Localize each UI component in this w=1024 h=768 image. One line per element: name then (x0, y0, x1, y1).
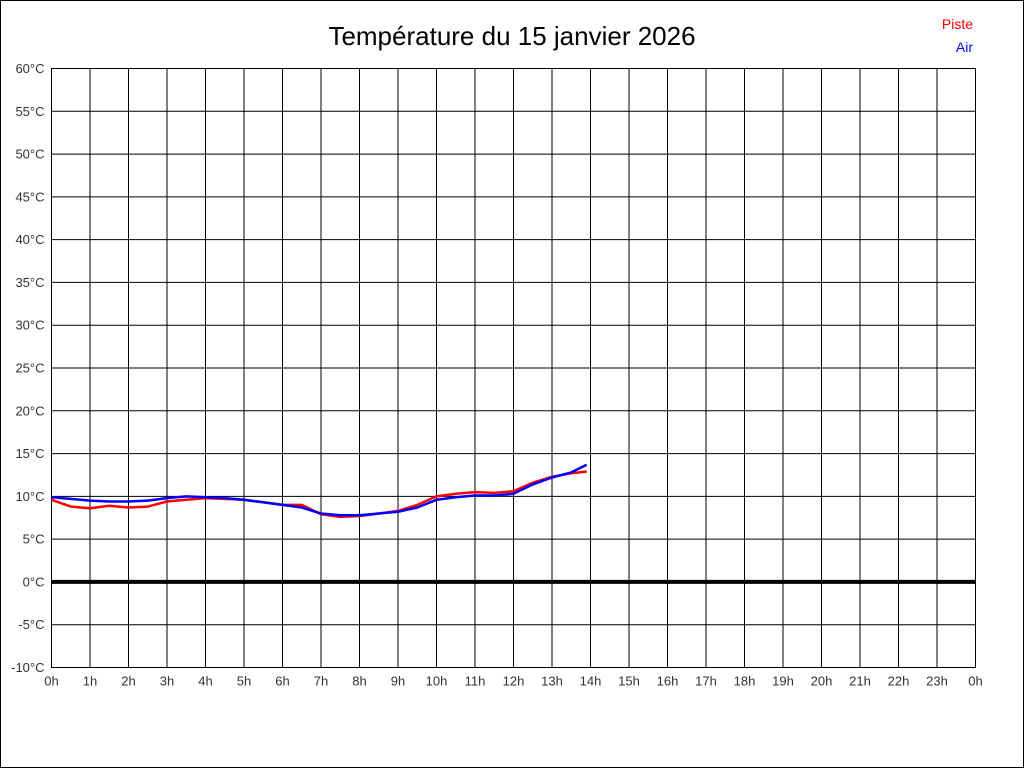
legend-item-air: Air (955, 39, 973, 55)
plot-border (51, 68, 976, 668)
y-axis-tick-label: 15°C (15, 446, 44, 461)
x-axis-tick-label: 23h (926, 674, 948, 689)
x-axis-tick-label: 11h (465, 674, 486, 689)
y-axis-tick-label: 45°C (15, 189, 44, 204)
y-axis-tick-label: 25°C (15, 361, 44, 376)
x-axis-tick-label: 14h (580, 674, 602, 689)
x-axis-tick-label: 2h (121, 674, 135, 689)
y-axis-tick-label: 30°C (15, 318, 44, 333)
x-axis-tick-label: 19h (772, 674, 794, 689)
y-axis-tick-label: 5°C (23, 532, 45, 547)
x-axis-tick-label: 4h (198, 674, 212, 689)
x-axis-tick-label: 16h (657, 674, 679, 689)
y-axis-tick-label: 50°C (15, 147, 44, 162)
x-axis-tick-label: 20h (811, 674, 833, 689)
x-axis-tick-label: 0h (968, 674, 982, 689)
legend-item-piste: Piste (941, 16, 973, 32)
x-axis-tick-label: 8h (352, 674, 366, 689)
x-axis-tick-label: 0h (44, 674, 58, 689)
x-axis-tick-label: 13h (541, 674, 563, 689)
x-axis-tick-label: 10h (426, 674, 448, 689)
x-axis-tick-label: 6h (275, 674, 289, 689)
x-axis-tick-label: 21h (849, 674, 871, 689)
y-axis-tick-label: 10°C (15, 489, 44, 504)
chart-legend: Piste Air (942, 13, 973, 59)
x-axis-tick-label: 17h (695, 674, 717, 689)
x-axis-tick-label: 12h (503, 674, 525, 689)
y-axis-tick-label: -10°C (11, 660, 44, 675)
x-axis-tick-label: 18h (734, 674, 756, 689)
x-axis-tick-label: 3h (160, 674, 174, 689)
y-axis-tick-label: 60°C (15, 61, 44, 76)
y-axis-tick-label: 20°C (15, 403, 44, 418)
x-axis-tick-label: 7h (314, 674, 328, 689)
x-axis-tick-label: 1h (83, 674, 97, 689)
y-axis-tick-label: 35°C (15, 275, 44, 290)
y-axis-tick-label: 0°C (23, 574, 45, 589)
x-axis-tick-label: 5h (237, 674, 251, 689)
y-axis-tick-label: -5°C (18, 617, 44, 632)
x-axis-tick-label: 9h (391, 674, 405, 689)
y-axis-tick-label: 55°C (15, 104, 44, 119)
x-axis-tick-label: 15h (618, 674, 640, 689)
y-axis-tick-label: 40°C (15, 232, 44, 247)
chart-title: Température du 15 janvier 2026 (328, 21, 696, 51)
series-line-air (51, 463, 588, 517)
x-axis-tick-label: 22h (888, 674, 910, 689)
